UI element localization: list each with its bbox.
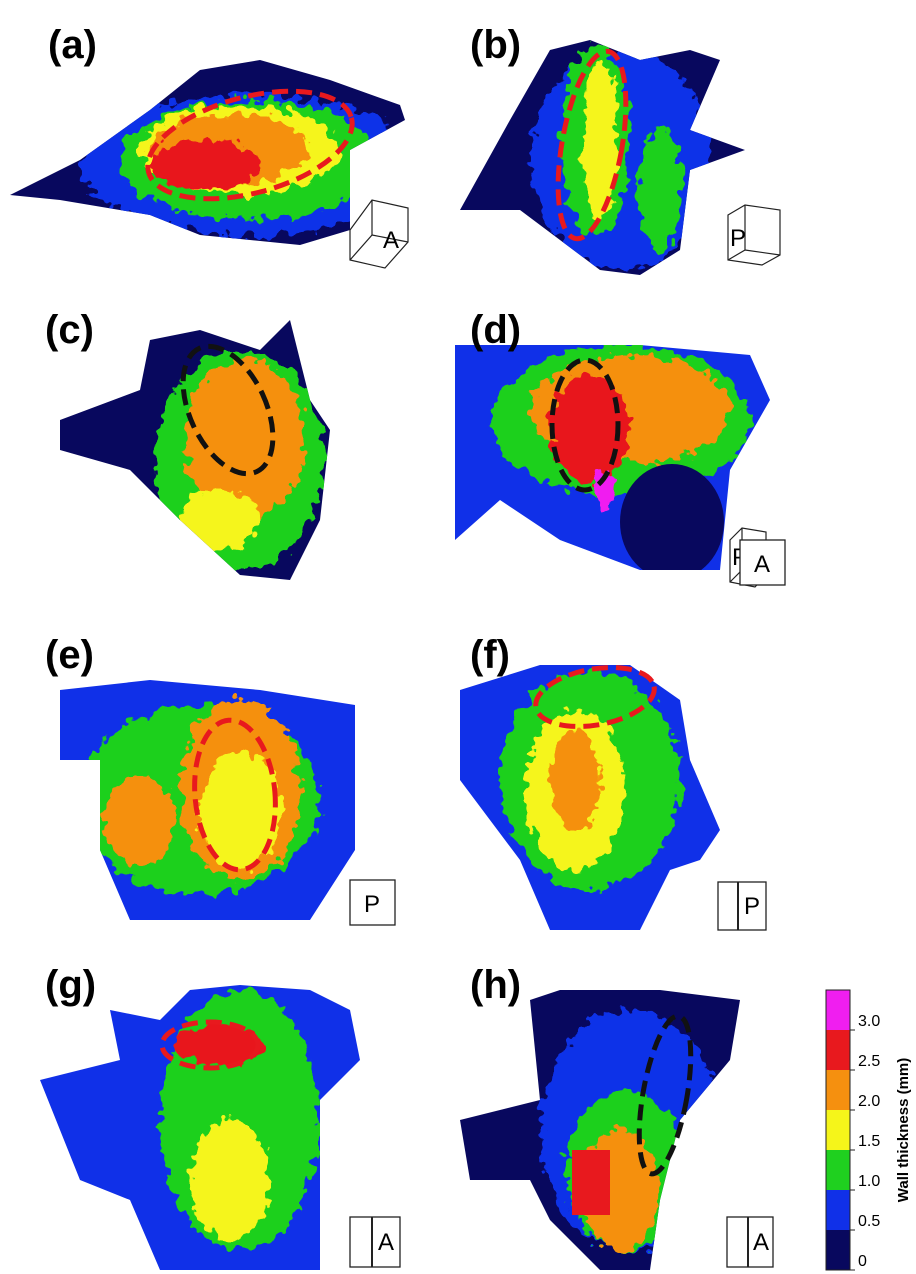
view-label: P — [364, 891, 380, 918]
wall-map-h — [455, 985, 745, 1274]
panel-label: (d) — [470, 308, 521, 352]
colorbar-segment — [826, 1230, 850, 1270]
colorbar-tick-label: 0 — [858, 1253, 867, 1270]
panel-label: (h) — [470, 963, 521, 1007]
colorbar: 3.0 2.5 2.0 1.5 1.0 0.5 0 — [826, 990, 880, 1270]
panel-label: (f) — [470, 633, 510, 677]
colorbar-segment — [826, 1190, 850, 1230]
colorbar-segment — [826, 990, 850, 1030]
view-label: A — [754, 551, 770, 578]
colorbar-segment — [826, 1070, 850, 1110]
panel-label: (g) — [45, 963, 96, 1007]
colorbar-tick-label: 2.0 — [858, 1093, 880, 1110]
panel-label: (a) — [48, 23, 97, 67]
figure: A P P A P P A A (a) (b) (c) (d) (e) (f) … — [0, 0, 916, 1274]
view-label: A — [753, 1229, 769, 1256]
wall-map-a — [0, 50, 420, 260]
colorbar-segment — [826, 1030, 850, 1070]
view-label: A — [383, 227, 399, 254]
colorbar-tick-label: 2.5 — [858, 1053, 880, 1070]
colorbar-tick-label: 3.0 — [858, 1013, 880, 1030]
wall-map-b — [455, 35, 755, 280]
colorbar-tick-label: 0.5 — [858, 1213, 880, 1230]
view-label: A — [378, 1229, 394, 1256]
wall-map-g — [35, 980, 365, 1274]
panel-label: (e) — [45, 633, 94, 677]
colorbar-segment — [826, 1110, 850, 1150]
panel-label: (c) — [45, 308, 94, 352]
colorbar-segment — [826, 1150, 850, 1190]
colorbar-title: Wall thickness (mm) — [895, 1058, 912, 1202]
colorbar-tick-label: 1.0 — [858, 1173, 880, 1190]
wall-map-e — [55, 675, 360, 925]
wall-map-f — [455, 660, 725, 935]
wall-map-c — [55, 315, 340, 590]
colorbar-tick-label: 1.5 — [858, 1133, 880, 1150]
view-label: P — [730, 225, 746, 252]
view-label: P — [744, 893, 760, 920]
panel-label: (b) — [470, 23, 521, 67]
